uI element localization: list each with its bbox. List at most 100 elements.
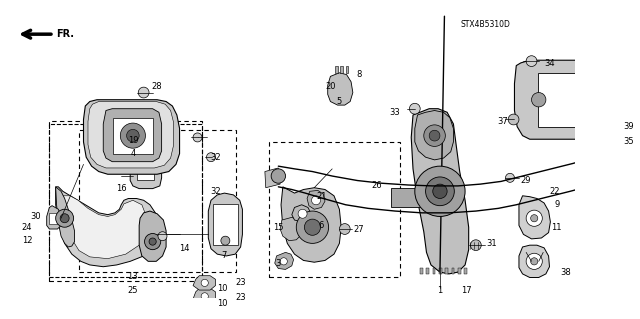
- Circle shape: [221, 236, 230, 245]
- Polygon shape: [130, 158, 162, 189]
- Polygon shape: [420, 268, 423, 274]
- Polygon shape: [281, 187, 341, 262]
- Circle shape: [531, 215, 538, 222]
- Polygon shape: [433, 268, 435, 274]
- Circle shape: [193, 133, 202, 142]
- Circle shape: [149, 238, 156, 245]
- Circle shape: [531, 258, 538, 265]
- Circle shape: [271, 169, 285, 183]
- Polygon shape: [519, 245, 550, 278]
- Polygon shape: [275, 252, 294, 270]
- Text: 10: 10: [218, 284, 228, 293]
- Text: 13: 13: [127, 272, 138, 281]
- Polygon shape: [307, 190, 325, 209]
- Circle shape: [60, 214, 69, 223]
- Polygon shape: [452, 268, 454, 274]
- Circle shape: [410, 103, 420, 114]
- Text: 25: 25: [127, 286, 138, 294]
- Text: 20: 20: [325, 82, 335, 91]
- Polygon shape: [415, 110, 453, 160]
- Bar: [133, 148, 145, 157]
- Circle shape: [298, 209, 307, 218]
- Bar: [79, 130, 236, 272]
- Bar: [138, 167, 154, 180]
- Circle shape: [138, 87, 149, 98]
- Bar: [49, 121, 202, 281]
- Text: 7: 7: [222, 251, 227, 260]
- Polygon shape: [193, 288, 216, 304]
- Text: 35: 35: [623, 137, 634, 146]
- Circle shape: [201, 293, 208, 300]
- Text: 23: 23: [236, 278, 246, 287]
- Polygon shape: [292, 205, 310, 222]
- Bar: [392, 188, 426, 207]
- Circle shape: [506, 173, 515, 182]
- Polygon shape: [265, 168, 280, 188]
- Polygon shape: [426, 268, 429, 274]
- Circle shape: [201, 279, 208, 286]
- Circle shape: [312, 196, 321, 205]
- Circle shape: [526, 253, 542, 270]
- Text: 24: 24: [22, 223, 32, 232]
- Circle shape: [580, 154, 591, 165]
- Text: 30: 30: [31, 212, 41, 221]
- Text: 37: 37: [497, 117, 508, 126]
- Text: 1: 1: [437, 286, 443, 294]
- Polygon shape: [335, 66, 337, 73]
- Polygon shape: [61, 196, 147, 259]
- Polygon shape: [56, 187, 159, 267]
- Bar: [212, 204, 238, 245]
- Text: 4: 4: [131, 149, 136, 158]
- Circle shape: [145, 234, 161, 250]
- Bar: [49, 213, 58, 224]
- Polygon shape: [458, 268, 461, 274]
- Text: 28: 28: [152, 82, 163, 91]
- Polygon shape: [280, 217, 301, 241]
- Circle shape: [508, 114, 519, 125]
- Text: 29: 29: [520, 176, 531, 185]
- Polygon shape: [464, 268, 467, 274]
- Text: 27: 27: [354, 225, 364, 234]
- Circle shape: [120, 123, 145, 148]
- Circle shape: [280, 258, 287, 265]
- Text: 19: 19: [127, 136, 138, 145]
- Circle shape: [526, 210, 542, 226]
- Circle shape: [127, 129, 139, 142]
- Text: 32: 32: [210, 187, 221, 196]
- Text: 15: 15: [273, 223, 284, 232]
- Circle shape: [424, 125, 445, 146]
- Circle shape: [526, 56, 537, 66]
- Text: 16: 16: [116, 184, 127, 193]
- Circle shape: [207, 153, 216, 162]
- Text: 23: 23: [236, 293, 246, 302]
- Bar: [49, 124, 202, 277]
- Circle shape: [158, 232, 167, 241]
- Text: 12: 12: [22, 236, 32, 245]
- Text: 31: 31: [486, 239, 497, 248]
- Polygon shape: [88, 101, 173, 168]
- Text: 9: 9: [554, 200, 559, 209]
- Circle shape: [415, 166, 465, 217]
- Polygon shape: [47, 206, 61, 229]
- Text: STX4B5310D: STX4B5310D: [461, 20, 511, 29]
- Circle shape: [433, 184, 447, 198]
- Polygon shape: [621, 70, 633, 158]
- Text: FR.: FR.: [56, 29, 74, 39]
- Text: 32: 32: [210, 153, 221, 162]
- Circle shape: [56, 209, 74, 227]
- Text: 11: 11: [552, 223, 562, 232]
- Polygon shape: [519, 196, 550, 239]
- Circle shape: [577, 61, 586, 70]
- Polygon shape: [193, 276, 216, 290]
- Text: 14: 14: [179, 244, 189, 253]
- Bar: [538, 73, 582, 127]
- Circle shape: [134, 133, 143, 142]
- Polygon shape: [208, 193, 243, 256]
- Circle shape: [606, 137, 615, 146]
- Text: 10: 10: [218, 299, 228, 308]
- Circle shape: [426, 177, 454, 206]
- Circle shape: [305, 219, 321, 235]
- Polygon shape: [328, 73, 353, 105]
- Text: 33: 33: [390, 108, 401, 117]
- Circle shape: [339, 224, 350, 234]
